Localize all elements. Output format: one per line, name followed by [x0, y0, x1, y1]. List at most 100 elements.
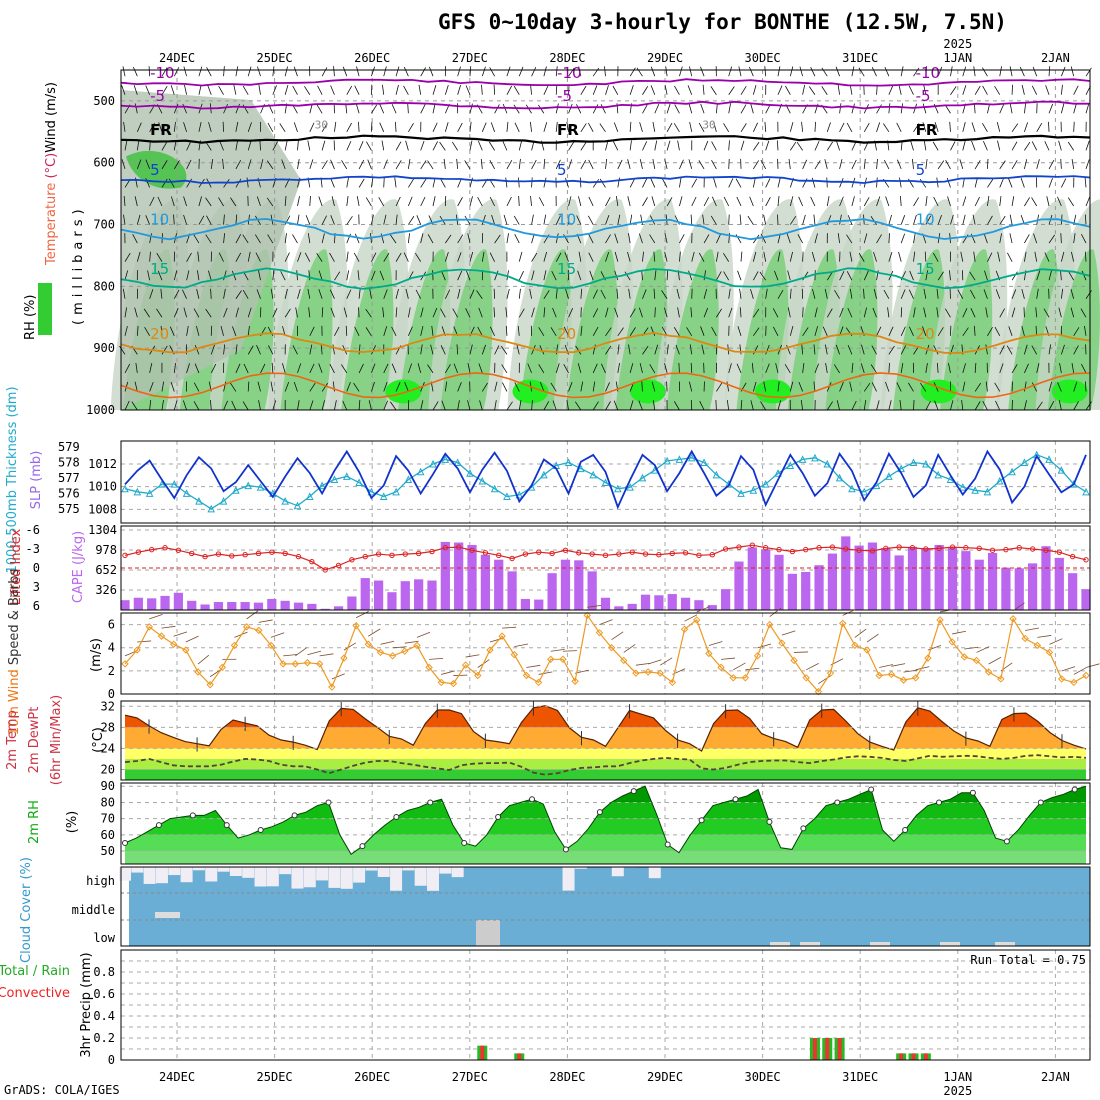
isotherm-label: -10: [916, 64, 941, 82]
wind-barb: [834, 289, 840, 299]
wind-speed-marker: [255, 626, 263, 635]
wind-barb: [1060, 251, 1065, 262]
wind-barb: [307, 140, 311, 151]
cape-bar: [747, 547, 757, 610]
cloud-high-gap: [303, 867, 316, 888]
wind-barb: [333, 66, 335, 77]
wind-barb: [684, 614, 698, 622]
wind-barb: [797, 234, 803, 244]
wind-barb: [1084, 214, 1087, 225]
wind-barb: [1048, 103, 1054, 114]
wind-speed-marker: [388, 652, 397, 660]
wind-barb: [149, 233, 152, 244]
wind-barb: [752, 251, 757, 262]
wind-barb: [305, 215, 311, 225]
rh-marker: [664, 841, 671, 848]
wind-barb: [391, 363, 397, 374]
wind-barb: [555, 233, 559, 244]
wind-barb: [321, 67, 328, 77]
wind-barb: [769, 607, 782, 617]
wind-barb: [925, 215, 932, 225]
wind-speed-marker: [595, 628, 604, 637]
wind-barb: [997, 251, 1001, 262]
wind-barb: [383, 363, 389, 374]
wind-barb: [849, 251, 853, 262]
wind-barb: [242, 234, 249, 244]
wind-barb: [247, 307, 252, 318]
wind-barb: [183, 307, 187, 318]
wind-barb: [185, 635, 199, 643]
wind-barb: [440, 345, 446, 355]
wind-barb: [650, 178, 656, 188]
wind-barb: [173, 362, 176, 373]
wind-barb: [256, 196, 261, 207]
wind-barb: [777, 85, 783, 95]
wind-barb: [690, 307, 693, 318]
wind-barb: [908, 289, 914, 299]
wind-barb: [543, 177, 547, 188]
wind-barb: [284, 308, 291, 318]
li-marker: [1043, 547, 1049, 553]
thickness-marker: [219, 496, 228, 505]
wind-barb: [417, 363, 422, 374]
wind-barb: [664, 363, 668, 374]
wind-barb: [777, 196, 780, 207]
wind-speed-marker: [924, 654, 932, 662]
isotherm-line: [120, 100, 1090, 110]
wind-barb: [1085, 159, 1090, 170]
wind-barb: [588, 159, 594, 170]
wind-barb: [629, 178, 636, 188]
wind-barb: [919, 178, 927, 188]
wind-barb: [173, 270, 178, 281]
wind-barb: [186, 325, 189, 336]
li-marker: [589, 551, 595, 557]
wind-barb: [959, 159, 964, 170]
wind-barb: [358, 344, 361, 355]
date-label-bottom: 28DEC: [549, 1070, 585, 1084]
thickness-marker: [687, 453, 696, 462]
wind-barb: [552, 400, 557, 411]
wind-barb: [481, 66, 486, 77]
li-marker: [282, 550, 288, 557]
wind-barb: [156, 252, 163, 262]
wind-barb: [415, 252, 422, 262]
rh-line: [124, 785, 1087, 856]
rh-contour-label: 30: [702, 119, 715, 132]
wind-barb: [457, 85, 461, 95]
wind-barb: [1011, 141, 1018, 151]
wind-barb: [666, 270, 669, 281]
wind-barb: [1011, 123, 1019, 133]
wind-barb: [728, 307, 733, 318]
wind-barb: [272, 270, 275, 281]
wind-barb: [530, 196, 532, 207]
cloud-high-gap: [439, 867, 452, 874]
wind-barb: [870, 364, 877, 374]
wind-barb: [193, 234, 200, 244]
thickness-marker: [145, 489, 154, 497]
wind-barb: [145, 85, 151, 95]
wind-barb: [134, 307, 138, 318]
rh-axis-title: 2m RH: [27, 800, 42, 844]
wind-barb: [1035, 325, 1038, 336]
thickness-marker: [675, 455, 684, 463]
cape-bar: [454, 542, 464, 610]
wind-barb: [555, 66, 558, 77]
rh-shade-region: [440, 249, 493, 410]
wind-barb: [292, 85, 298, 95]
rh-shade-region: [825, 249, 878, 410]
cape-bar: [240, 602, 250, 610]
wind-barb: [481, 122, 487, 132]
cloud-row-label: middle: [72, 903, 115, 917]
wind-barb: [1060, 103, 1065, 114]
wind-barb: [574, 669, 589, 674]
wind-barb: [728, 178, 734, 188]
wind-barb: [937, 160, 945, 170]
wind-barb: [876, 122, 881, 132]
wind-barb: [134, 103, 138, 114]
wind-barb: [826, 308, 833, 318]
wind-barb: [543, 158, 546, 169]
wind-barb: [284, 381, 290, 392]
wind-barb: [888, 85, 894, 95]
wind-speed-marker: [194, 668, 202, 676]
wind-barb: [876, 177, 878, 188]
